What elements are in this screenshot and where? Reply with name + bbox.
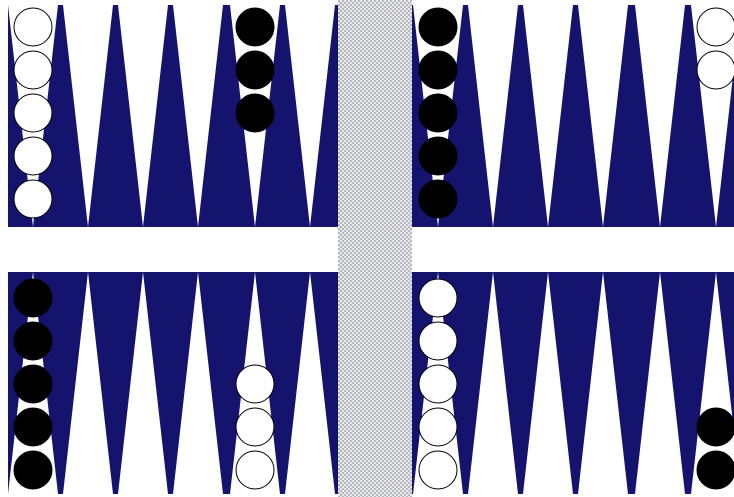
- checker: [419, 279, 457, 317]
- bottom-left-field: [8, 272, 338, 494]
- checker: [236, 365, 274, 403]
- checker: [419, 94, 457, 132]
- checker: [236, 94, 274, 132]
- checker: [14, 322, 52, 360]
- checker: [236, 408, 274, 446]
- checker: [14, 365, 52, 403]
- bottom-right-field: [412, 272, 734, 494]
- checker: [14, 51, 52, 89]
- checker: [236, 51, 274, 89]
- top-right-field: [412, 5, 734, 227]
- checker: [236, 8, 274, 46]
- checker: [14, 408, 52, 446]
- board: [0, 0, 734, 497]
- bar: [338, 0, 412, 497]
- checker: [14, 8, 52, 46]
- checker: [14, 137, 52, 175]
- checker: [419, 451, 457, 489]
- checker: [419, 322, 457, 360]
- checker: [419, 137, 457, 175]
- checker: [697, 451, 734, 489]
- checker: [419, 8, 457, 46]
- checker: [697, 408, 734, 446]
- page: (() => { const data = JSON.parse(documen…: [0, 0, 734, 497]
- checker: [697, 8, 734, 46]
- checker: [697, 51, 734, 89]
- checker: [14, 94, 52, 132]
- checker: [14, 279, 52, 317]
- checker: [419, 51, 457, 89]
- checker: [419, 180, 457, 218]
- checker: [14, 451, 52, 489]
- checker: [14, 180, 52, 218]
- checker: [236, 451, 274, 489]
- top-left-field: [8, 5, 338, 227]
- checker: [419, 408, 457, 446]
- checker: [419, 365, 457, 403]
